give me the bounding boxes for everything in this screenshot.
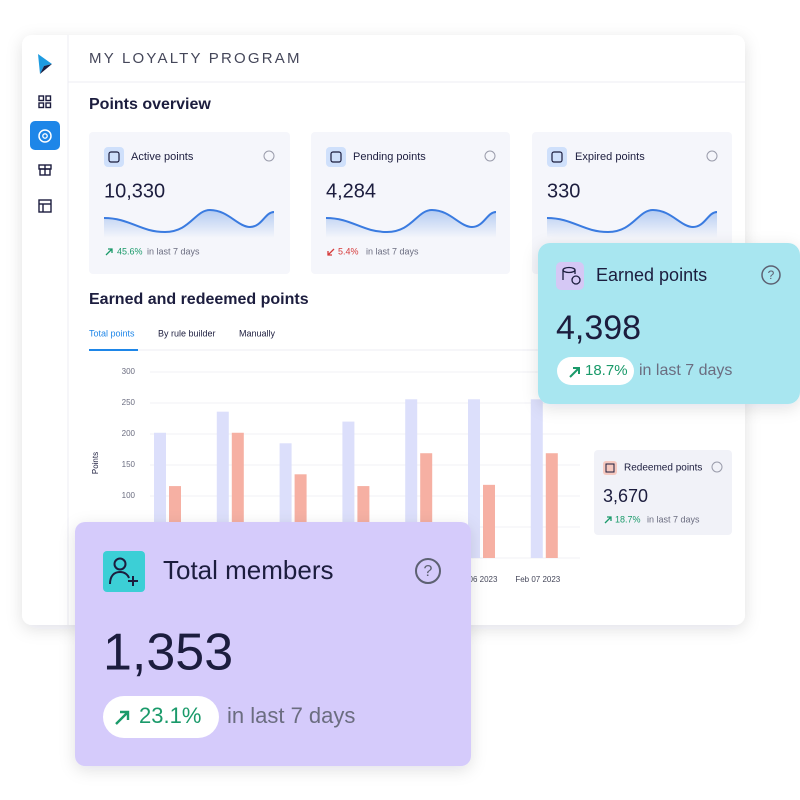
help-icon[interactable] (706, 150, 718, 162)
sidebar (30, 54, 60, 213)
sparkline (546, 208, 718, 234)
card-period: in last 7 days (639, 362, 732, 379)
y-tick-label: 100 (122, 491, 136, 500)
card-icon-glyph (113, 557, 127, 571)
x-tick-label: Feb 06 2023 (453, 575, 498, 584)
card-icon-glyph (562, 270, 576, 280)
card-icon-glyph (330, 151, 342, 163)
help-icon[interactable] (415, 558, 441, 584)
card-period: in last 7 days (147, 246, 200, 256)
nav-dashboard[interactable] (38, 95, 52, 109)
tab[interactable]: By rule builder (158, 328, 216, 338)
trend-up-icon (115, 710, 130, 725)
card-icon (103, 551, 145, 592)
card-label: Pending points (353, 151, 426, 163)
nav-loyalty-icon (38, 129, 52, 143)
tab[interactable]: Manually (239, 328, 276, 338)
card-period: in last 7 days (647, 514, 700, 524)
card-icon (547, 147, 567, 167)
card-value: 10,330 (104, 180, 165, 202)
logo (38, 54, 52, 74)
bar (530, 399, 543, 558)
card-pending: Pending points 4,284 5.4% in last 7 days (311, 132, 510, 274)
sparkline (325, 208, 497, 234)
card-change: 23.1% (139, 703, 201, 728)
trend-down-icon (327, 248, 335, 256)
card-value: 330 (547, 180, 580, 202)
card-icon (556, 262, 584, 290)
logo-part (40, 64, 52, 74)
card-icon-glyph (605, 463, 615, 473)
card-value: 3,670 (603, 486, 648, 506)
card-label: Total members (163, 555, 334, 585)
x-tick-label: Feb 07 2023 (515, 575, 560, 584)
bar (468, 399, 480, 558)
y-tick-label: 150 (122, 460, 136, 469)
card-label: Earned points (596, 265, 707, 285)
help-icon-glyph: ? (424, 563, 433, 580)
nav-loyalty-icon-inner (42, 133, 48, 139)
trend-up-icon (604, 516, 612, 524)
card-value: 4,284 (326, 180, 376, 202)
bar (405, 399, 418, 558)
help-icon[interactable] (761, 265, 781, 285)
card-change: 45.6% (117, 246, 143, 256)
change-pill (557, 357, 634, 385)
card-value: 4,398 (556, 309, 641, 347)
card-label: Expired points (575, 151, 645, 163)
sparkline (103, 208, 275, 234)
page-title: MY LOYALTY PROGRAM (89, 50, 302, 67)
section-title: Points overview (89, 96, 211, 113)
card-value: 1,353 (103, 624, 233, 682)
card-icon (326, 147, 346, 167)
nav-rewards[interactable] (38, 164, 52, 176)
card-icon-glyph (108, 151, 120, 163)
card-period: in last 7 days (366, 246, 419, 256)
bar (216, 411, 229, 558)
card-period: in last 7 days (227, 703, 355, 728)
earned-card: Earned points ? 4,398 18.7% in last 7 da… (538, 243, 800, 404)
card-bg (532, 132, 732, 274)
tab-active[interactable]: Total points (89, 328, 135, 338)
card-change: 5.4% (338, 246, 359, 256)
nav-active[interactable] (30, 121, 60, 150)
card-icon (603, 461, 617, 475)
bar (483, 484, 495, 558)
y-tick-label: 200 (122, 429, 136, 438)
y-axis-label: Points (91, 452, 100, 474)
help-icon[interactable] (711, 461, 723, 473)
members-card: Total members ? 1,353 23.1% in last 7 da… (75, 522, 471, 766)
card-icon-glyph (571, 275, 581, 285)
card-change: 18.7% (585, 362, 628, 379)
card-icon-glyph (551, 151, 563, 163)
y-tick-label: 250 (122, 398, 136, 407)
card-icon-glyph (109, 570, 138, 586)
change-pill (103, 696, 219, 738)
bar (545, 453, 558, 558)
help-icon-glyph: ? (768, 268, 775, 282)
nav-table[interactable] (38, 199, 52, 213)
card-expired: Expired points 330 (532, 132, 732, 274)
card-bg (311, 132, 510, 274)
help-icon[interactable] (263, 150, 275, 162)
card-icon (104, 147, 124, 167)
redeemed-card: Redeemed points 3,670 18.7% in last 7 da… (594, 450, 732, 535)
chart-section-title: Earned and redeemed points (89, 291, 309, 308)
card-bg (594, 450, 732, 535)
card-active: Active points 10,330 45.6% in last 7 day… (89, 132, 290, 274)
card-label: Redeemed points (624, 463, 702, 474)
card-bg (89, 132, 290, 274)
help-icon[interactable] (484, 150, 496, 162)
trend-up-icon (569, 367, 580, 378)
card-change: 18.7% (615, 514, 641, 524)
trend-up-icon (105, 248, 113, 256)
card-label: Active points (131, 151, 194, 163)
y-tick-label: 300 (122, 367, 136, 376)
